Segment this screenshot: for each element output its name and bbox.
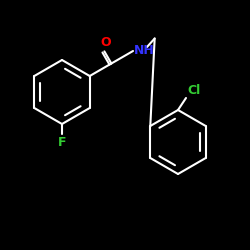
- Text: Cl: Cl: [187, 84, 200, 97]
- Text: NH: NH: [134, 44, 155, 57]
- Text: F: F: [58, 136, 66, 149]
- Text: O: O: [100, 36, 111, 50]
